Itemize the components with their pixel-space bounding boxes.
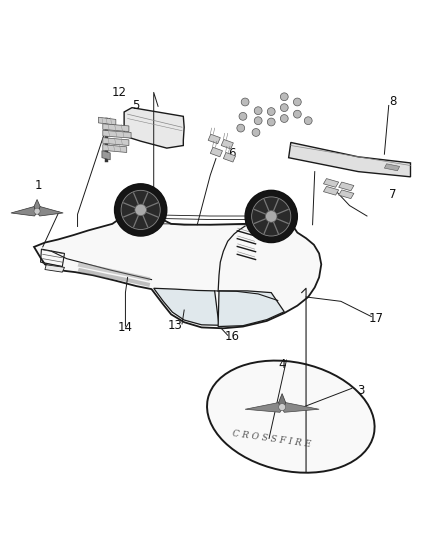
Polygon shape [99, 117, 116, 125]
Text: 13: 13 [168, 319, 183, 332]
Circle shape [267, 118, 275, 126]
Circle shape [254, 107, 262, 115]
Text: 1: 1 [35, 180, 42, 192]
Polygon shape [223, 152, 236, 162]
Polygon shape [245, 402, 282, 413]
Text: 3: 3 [357, 384, 364, 397]
Polygon shape [154, 288, 219, 325]
Polygon shape [282, 402, 319, 413]
Circle shape [254, 117, 262, 125]
Text: C R O S S F I R E: C R O S S F I R E [232, 429, 312, 449]
Polygon shape [102, 151, 110, 160]
Ellipse shape [207, 361, 374, 473]
Polygon shape [34, 208, 321, 328]
Polygon shape [289, 142, 410, 177]
Circle shape [267, 108, 275, 116]
Polygon shape [103, 124, 129, 132]
Circle shape [304, 117, 312, 125]
Text: 6: 6 [228, 147, 236, 160]
Text: 7: 7 [389, 188, 397, 201]
Circle shape [115, 184, 167, 236]
Circle shape [34, 208, 40, 214]
Polygon shape [45, 265, 64, 272]
Polygon shape [323, 187, 339, 195]
Circle shape [245, 190, 297, 243]
Circle shape [237, 124, 245, 132]
Polygon shape [323, 179, 339, 187]
Polygon shape [78, 262, 150, 281]
Polygon shape [218, 291, 284, 327]
Circle shape [239, 112, 247, 120]
Circle shape [293, 110, 301, 118]
Circle shape [252, 197, 291, 236]
Polygon shape [11, 206, 37, 216]
Text: 4: 4 [279, 358, 286, 371]
Polygon shape [385, 164, 399, 171]
Polygon shape [221, 140, 233, 149]
Circle shape [280, 93, 288, 101]
Polygon shape [124, 108, 184, 148]
Circle shape [241, 98, 249, 106]
Polygon shape [103, 138, 129, 146]
Text: 12: 12 [111, 86, 127, 99]
Polygon shape [279, 393, 286, 409]
Polygon shape [34, 199, 40, 213]
Circle shape [280, 104, 288, 111]
Circle shape [293, 98, 301, 106]
Polygon shape [103, 144, 127, 152]
Polygon shape [339, 190, 354, 199]
Text: 8: 8 [389, 95, 397, 108]
Polygon shape [339, 182, 354, 191]
Polygon shape [103, 130, 131, 138]
Text: 14: 14 [118, 321, 133, 334]
Circle shape [279, 403, 286, 410]
Polygon shape [208, 134, 220, 144]
Circle shape [280, 115, 288, 123]
Circle shape [252, 128, 260, 136]
Polygon shape [37, 206, 63, 216]
Circle shape [265, 211, 277, 222]
Circle shape [135, 204, 146, 216]
Circle shape [121, 190, 160, 230]
Polygon shape [78, 268, 150, 287]
Polygon shape [210, 147, 223, 157]
Text: 17: 17 [368, 312, 383, 325]
Text: 5: 5 [133, 99, 140, 112]
Text: 16: 16 [225, 329, 240, 343]
